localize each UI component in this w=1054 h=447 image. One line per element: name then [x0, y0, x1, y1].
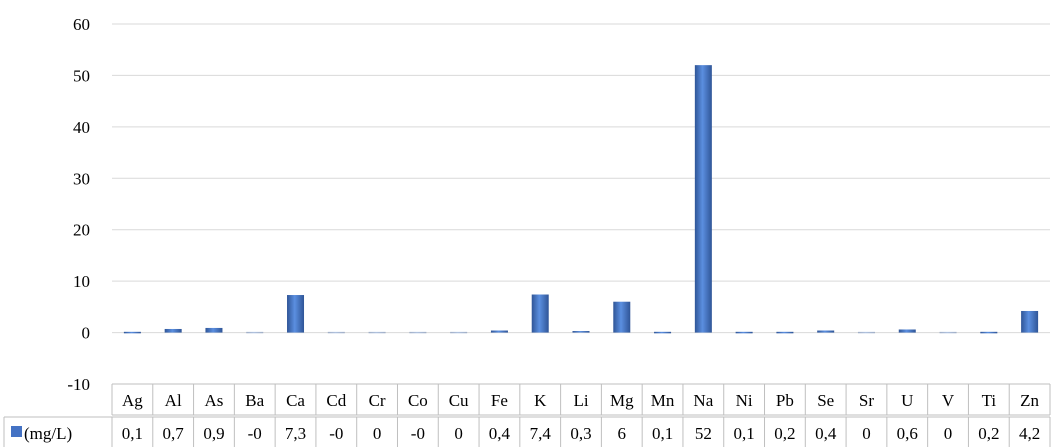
data-table-value: 7,3: [285, 424, 306, 443]
y-tick-label: -10: [67, 375, 90, 394]
category-label: Mn: [651, 391, 675, 410]
bar-se: [817, 330, 835, 333]
y-tick-label: 30: [73, 169, 90, 188]
y-tick-label: 10: [73, 272, 90, 291]
bar-fe: [490, 330, 508, 333]
category-label: Se: [817, 391, 834, 410]
category-label: Ti: [982, 391, 997, 410]
category-label: Ba: [245, 391, 264, 410]
data-table-value: 0: [862, 424, 871, 443]
y-tick-label: 0: [82, 324, 91, 343]
bar-ag: [123, 331, 141, 334]
bars: [123, 65, 1039, 334]
category-label: V: [942, 391, 955, 410]
bar-sr: [857, 331, 875, 334]
bar-zn: [1021, 310, 1039, 333]
data-table-value: 0,1: [734, 424, 755, 443]
gridlines: [112, 23, 1050, 334]
legend-swatch: [11, 426, 22, 437]
data-table-value: 0: [373, 424, 382, 443]
data-table-value: -0: [411, 424, 425, 443]
category-label: Al: [165, 391, 182, 410]
bar-cu: [450, 331, 468, 334]
data-table-value: 0: [944, 424, 953, 443]
category-label: As: [205, 391, 224, 410]
data-table-value: -0: [248, 424, 262, 443]
data-table-value: 0,4: [815, 424, 837, 443]
bar-pb: [776, 331, 794, 334]
data-table-value: 52: [695, 424, 712, 443]
category-label: Cd: [326, 391, 346, 410]
bar-al: [164, 328, 182, 333]
category-label: Na: [693, 391, 713, 410]
y-tick-label: 60: [73, 15, 90, 34]
bar-ba: [246, 331, 264, 334]
category-label: Ag: [122, 391, 143, 410]
bar-as: [205, 327, 223, 333]
data-table-value: 0,7: [163, 424, 185, 443]
bar-ca: [287, 295, 305, 333]
bar-k: [531, 294, 549, 333]
data-table-value: 0,3: [570, 424, 591, 443]
data-table-value: 0: [454, 424, 463, 443]
category-label: K: [534, 391, 547, 410]
bar-li: [572, 331, 590, 333]
data-table-value: 7,4: [530, 424, 552, 443]
bar-cd: [327, 331, 345, 334]
data-table-value: 0,2: [774, 424, 795, 443]
bar-u: [898, 329, 916, 333]
data-table: Ag Al As Ba Ca Cd Cr Co Cu Fe K Li Mg Mn Na Ni Pb Se Sr U V T…: [3, 383, 1051, 447]
data-table-value: 0,6: [897, 424, 918, 443]
bar-na: [694, 65, 712, 333]
category-label: Co: [408, 391, 428, 410]
data-table-value: 0,4: [489, 424, 511, 443]
y-tick-label: 50: [73, 66, 90, 85]
bar-mn: [654, 331, 672, 334]
bar-cr: [368, 331, 386, 334]
y-tick-label: 20: [73, 221, 90, 240]
bar-ni: [735, 331, 753, 334]
bar-ti: [980, 331, 998, 334]
legend-series-name: (mg/L): [24, 424, 72, 443]
bar-mg: [613, 301, 631, 333]
category-label: U: [901, 391, 913, 410]
data-table-value: 0,2: [978, 424, 999, 443]
category-label: Zn: [1020, 391, 1039, 410]
category-label: Cr: [369, 391, 386, 410]
bar-v: [939, 331, 957, 334]
data-table-value: 6: [618, 424, 627, 443]
category-label: Ni: [736, 391, 753, 410]
category-label: Fe: [491, 391, 508, 410]
category-label: Cu: [449, 391, 469, 410]
category-label: Mg: [610, 391, 634, 410]
data-table-value: 0,1: [122, 424, 143, 443]
category-label: Sr: [859, 391, 874, 410]
bar-co: [409, 331, 427, 334]
y-axis-tick-labels: -10 0 10 20 30 40 50 60: [67, 15, 90, 394]
y-tick-label: 40: [73, 118, 90, 137]
category-label: Ca: [286, 391, 305, 410]
category-label: Pb: [776, 391, 794, 410]
category-label: Li: [573, 391, 588, 410]
data-table-value: 0,1: [652, 424, 673, 443]
data-table-value: 0,9: [203, 424, 224, 443]
data-table-value: 4,2: [1019, 424, 1040, 443]
data-table-value: -0: [329, 424, 343, 443]
